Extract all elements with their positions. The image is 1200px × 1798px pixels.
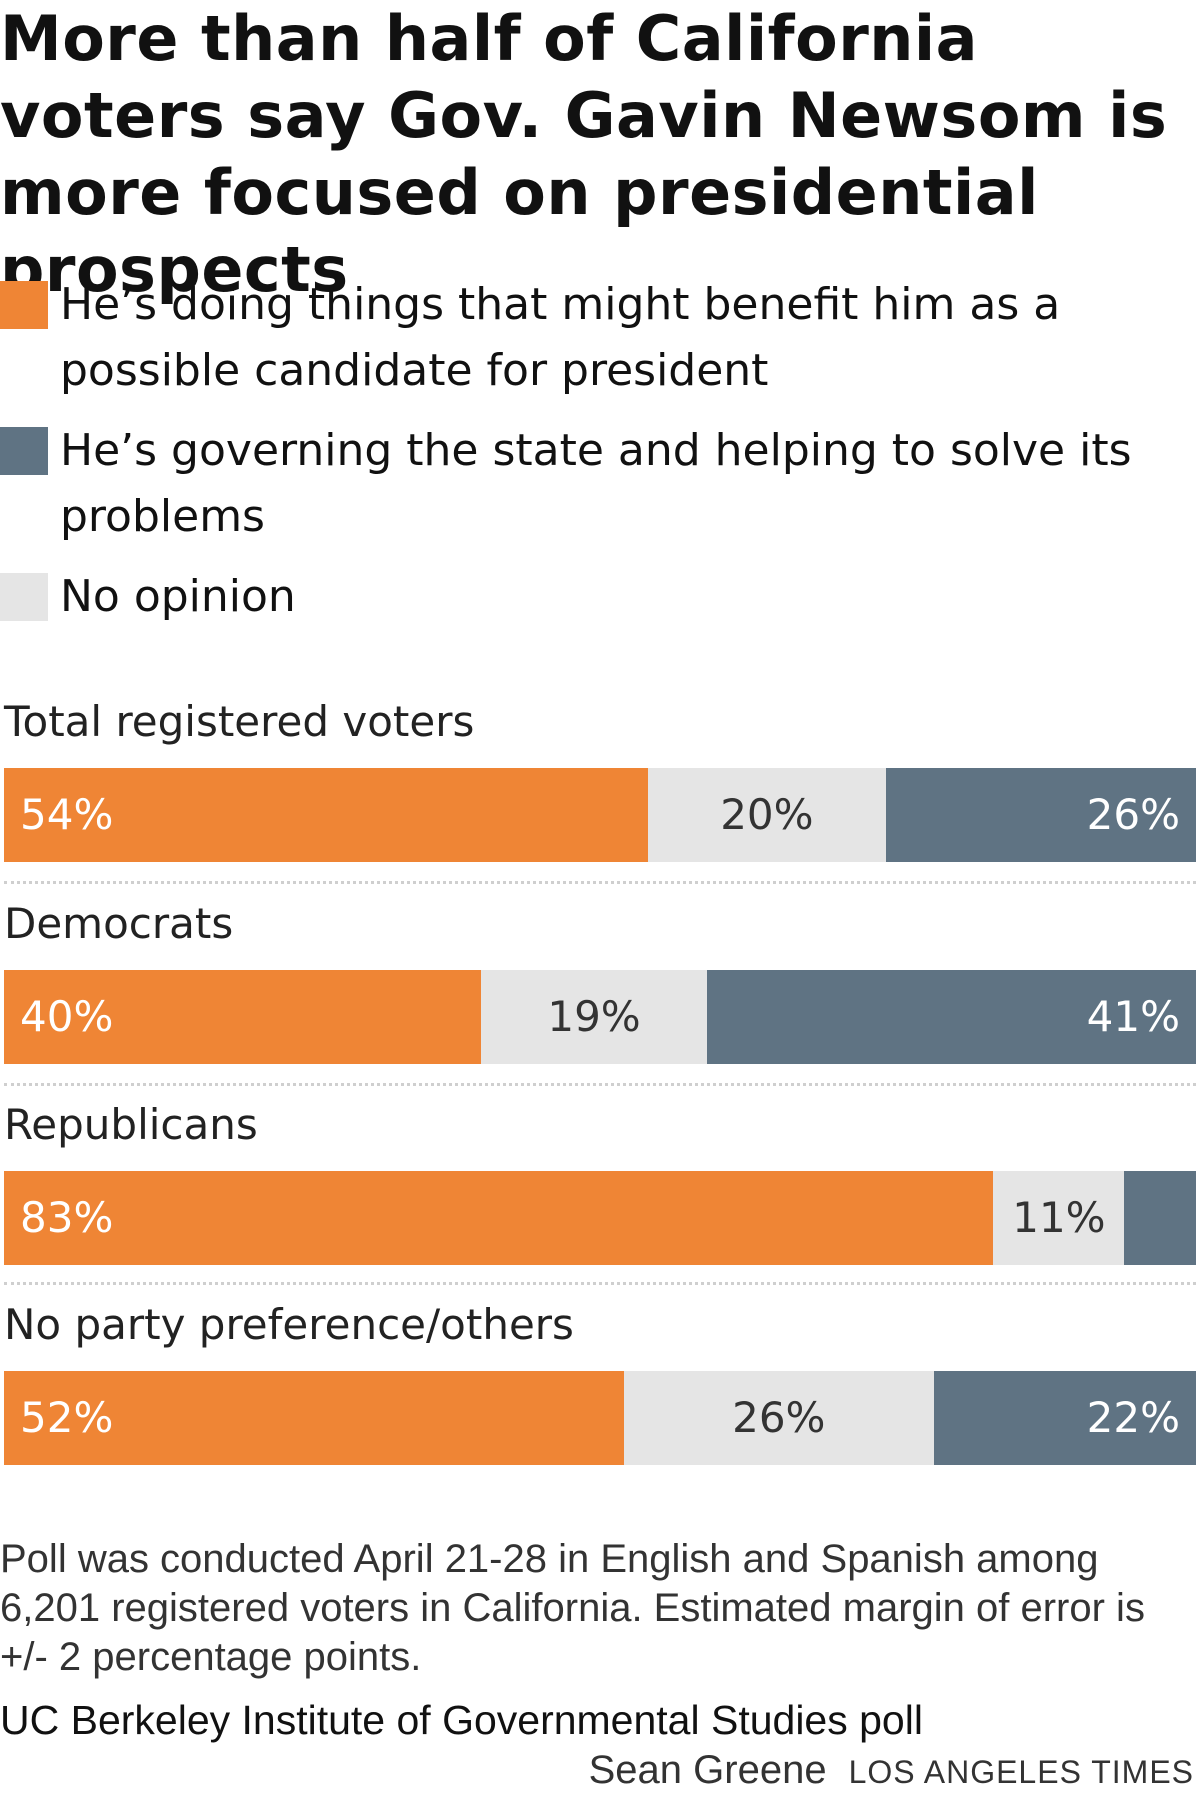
bar-segment-benefit: 54%: [4, 768, 648, 862]
chart-title: More than half of California voters say …: [0, 2, 1168, 306]
data-label: 19%: [547, 992, 641, 1041]
data-label: 54%: [20, 790, 114, 839]
credit-line: Sean Greene LOS ANGELES TIMES: [589, 1748, 1194, 1793]
bar-segment-governing: [1124, 1171, 1196, 1265]
data-label: 22%: [1086, 1393, 1180, 1442]
row-divider: [4, 881, 1196, 884]
legend-label-benefit: He’s doing things that might benefit him…: [60, 279, 1061, 396]
bar-segment-benefit: 52%: [4, 1371, 624, 1465]
legend-label-no-opinion: No opinion: [60, 571, 296, 622]
row-divider: [4, 1282, 1196, 1285]
data-label: 41%: [1086, 992, 1180, 1041]
category-label: Democrats: [4, 899, 234, 948]
source-line: UC Berkeley Institute of Governmental St…: [0, 1697, 923, 1743]
legend-swatch-governing: [0, 427, 48, 475]
bar-segment-no-opinion: 20%: [647, 768, 887, 862]
bar-segment-benefit: 40%: [4, 970, 481, 1064]
data-label: 11%: [1012, 1193, 1106, 1242]
bar-segment-no-opinion: 19%: [480, 970, 708, 1064]
legend-label-governing: He’s governing the state and helping to …: [60, 425, 1132, 542]
data-label: 83%: [20, 1193, 114, 1242]
stacked-bar: 83% 11%: [4, 1171, 1196, 1265]
data-label: 26%: [732, 1393, 826, 1442]
bar-segment-no-opinion: 26%: [623, 1371, 934, 1465]
credit-author: Sean Greene: [588, 1748, 827, 1792]
stacked-bar: 52% 26% 22%: [4, 1371, 1196, 1465]
bar-segment-governing: 26%: [886, 768, 1196, 862]
bar-segment-governing: 22%: [933, 1371, 1196, 1465]
stacked-bar: 54% 20% 26%: [4, 768, 1196, 862]
data-label: 40%: [20, 992, 114, 1041]
data-label: 52%: [20, 1393, 114, 1442]
data-label: 26%: [1086, 790, 1180, 839]
legend-swatch-benefit: [0, 281, 48, 329]
bar-segment-no-opinion: 11%: [993, 1171, 1125, 1265]
methodology-note: Poll was conducted April 21-28 in Englis…: [0, 1537, 1145, 1679]
bar-segment-benefit: 83%: [4, 1171, 994, 1265]
credit-organization: LOS ANGELES TIMES: [848, 1754, 1194, 1790]
row-divider: [4, 1083, 1196, 1086]
legend-swatch-no-opinion: [0, 573, 48, 621]
data-label: 20%: [720, 790, 814, 839]
stacked-bar: 40% 19% 41%: [4, 970, 1196, 1064]
bar-segment-governing: 41%: [707, 970, 1196, 1064]
category-label: No party preference/others: [4, 1300, 574, 1349]
category-label: Republicans: [4, 1100, 258, 1149]
category-label: Total registered voters: [4, 697, 475, 746]
